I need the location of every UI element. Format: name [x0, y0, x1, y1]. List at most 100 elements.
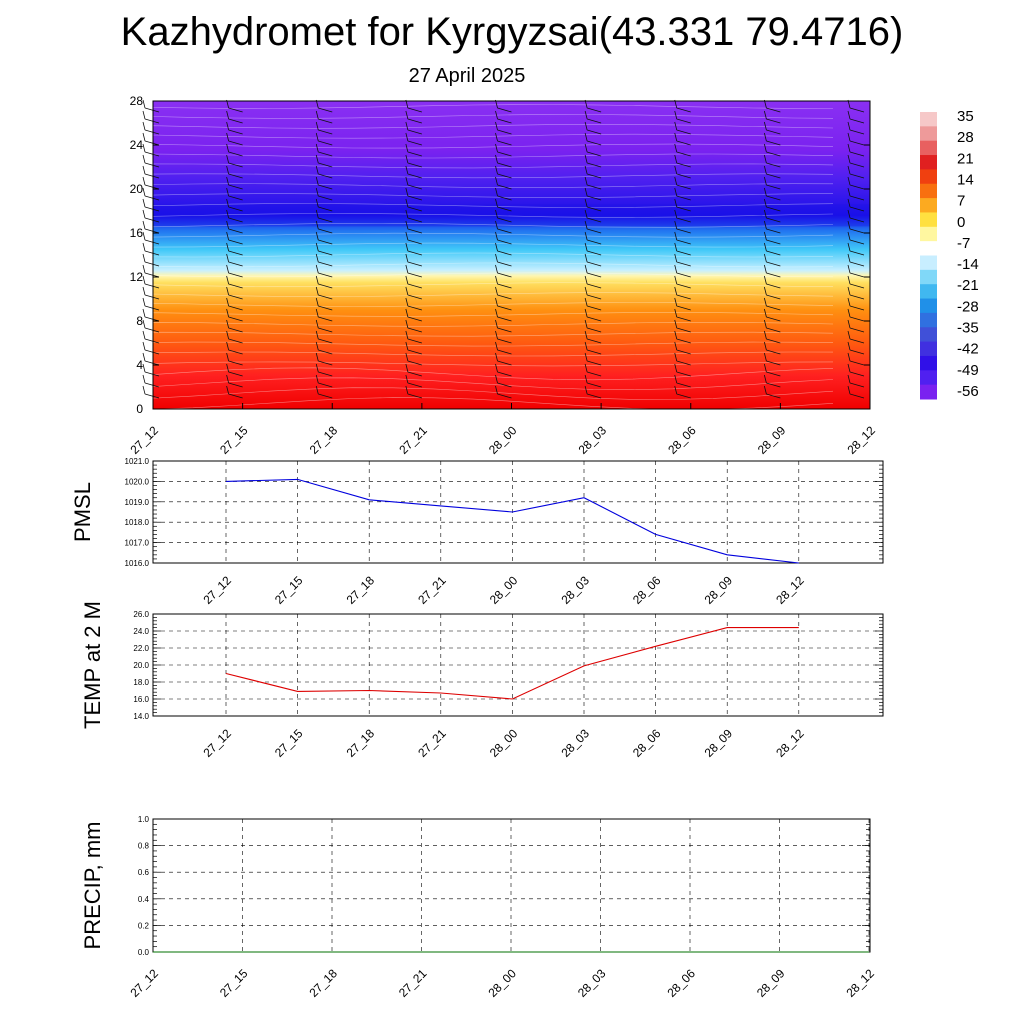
wind-barb	[495, 143, 512, 157]
wind-barb	[847, 253, 865, 267]
wind-barb	[226, 110, 243, 124]
y-tick-label: 24.0	[133, 627, 149, 636]
wind-barb	[584, 209, 602, 223]
wind-barb	[847, 220, 865, 234]
wind-barb	[405, 187, 422, 201]
wind-barb	[315, 143, 333, 157]
y-tick-label: 0.4	[138, 895, 150, 904]
wind-barb	[495, 209, 512, 223]
wind-barb	[847, 198, 865, 212]
wind-barb	[226, 121, 243, 135]
wind-barb	[674, 187, 691, 201]
wind-barb	[142, 187, 160, 201]
wind-barb	[847, 374, 865, 388]
wind-barb	[763, 176, 781, 190]
wind-barb	[405, 209, 422, 223]
contour-line	[152, 143, 834, 149]
contour-line	[152, 262, 834, 268]
wind-barb	[763, 286, 781, 300]
contour-line	[152, 213, 834, 218]
wind-barb	[847, 341, 865, 355]
x-tick-label: 27_18	[344, 726, 378, 760]
wind-barb	[226, 374, 243, 388]
colorbar-swatch	[920, 298, 937, 314]
contour-line	[152, 377, 834, 391]
contour-line	[152, 173, 834, 179]
wind-barb	[763, 385, 781, 399]
colorbar-swatch	[920, 155, 937, 170]
heatmap-y-tick-label: 20	[130, 182, 144, 196]
wind-barb	[405, 297, 422, 311]
wind-barb	[674, 374, 691, 388]
wind-barb	[226, 286, 243, 300]
wind-barb	[674, 385, 691, 399]
wind-barb	[495, 363, 512, 377]
colorbar-swatch	[920, 241, 937, 256]
wind-barb	[584, 330, 602, 344]
wind-barb	[763, 374, 781, 388]
heatmap-x-tick-label: 28_03	[576, 423, 610, 457]
wind-barb	[763, 209, 781, 223]
wind-barb	[315, 264, 333, 278]
wind-barb	[674, 319, 691, 333]
wind-barb	[584, 352, 602, 366]
wind-barb	[495, 231, 512, 245]
wind-barb	[584, 308, 602, 322]
wind-barb	[315, 330, 333, 344]
wind-barb	[405, 308, 422, 322]
wind-barb	[584, 121, 602, 135]
x-tick-label: 28_06	[664, 966, 698, 1000]
colorbar-swatch	[920, 169, 937, 185]
contour-line	[152, 242, 834, 248]
wind-barb	[405, 132, 422, 146]
wind-barb	[142, 297, 160, 311]
wind-barb	[315, 165, 333, 179]
colorbar-swatch	[920, 312, 937, 328]
wind-barb	[495, 275, 512, 289]
y-tick-label: 20.0	[133, 661, 149, 670]
wind-barb	[405, 176, 422, 190]
wind-barb	[495, 352, 512, 366]
wind-barb	[226, 308, 243, 322]
wind-barb	[763, 341, 781, 355]
wind-barb	[226, 198, 243, 212]
x-tick-label: 28_09	[702, 573, 736, 607]
colorbar-label: -7	[957, 235, 970, 252]
wind-barb	[584, 363, 602, 377]
colorbar-swatch	[920, 284, 937, 300]
wind-barb	[226, 220, 243, 234]
panel-temp	[152, 613, 884, 717]
x-tick-label: 28_09	[702, 726, 736, 760]
wind-barb	[142, 99, 160, 113]
series-line	[225, 478, 799, 564]
panel-pmsl	[152, 460, 884, 564]
contour-line	[152, 133, 834, 139]
x-tick-label: 27_12	[127, 966, 161, 1000]
wind-barb	[847, 242, 865, 256]
wind-barb	[226, 385, 243, 399]
wind-barb	[315, 231, 333, 245]
wind-barb	[674, 176, 691, 190]
wind-barb	[142, 264, 160, 278]
wind-barb	[763, 121, 781, 135]
wind-barb	[405, 352, 422, 366]
wind-barb	[584, 176, 602, 190]
wind-barb	[495, 308, 512, 322]
wind-barb	[142, 220, 160, 234]
contour-line	[152, 203, 834, 208]
page-title: Kazhydromet for Kyrgyzsai(43.331 79.4716…	[120, 10, 904, 54]
wind-barb	[315, 198, 333, 212]
wind-barb	[495, 330, 512, 344]
wind-barb	[315, 352, 333, 366]
wind-barb	[847, 143, 865, 157]
wind-barb	[405, 242, 422, 256]
panel-frame	[152, 818, 871, 953]
wind-barb	[674, 132, 691, 146]
wind-barb	[763, 330, 781, 344]
wind-barb	[674, 330, 691, 344]
x-tick-label: 27_18	[344, 573, 378, 607]
heatmap-y-tick-label: 8	[136, 314, 143, 328]
wind-barb	[674, 352, 691, 366]
wind-barb	[226, 264, 243, 278]
x-tick-label: 28_12	[843, 966, 877, 1000]
